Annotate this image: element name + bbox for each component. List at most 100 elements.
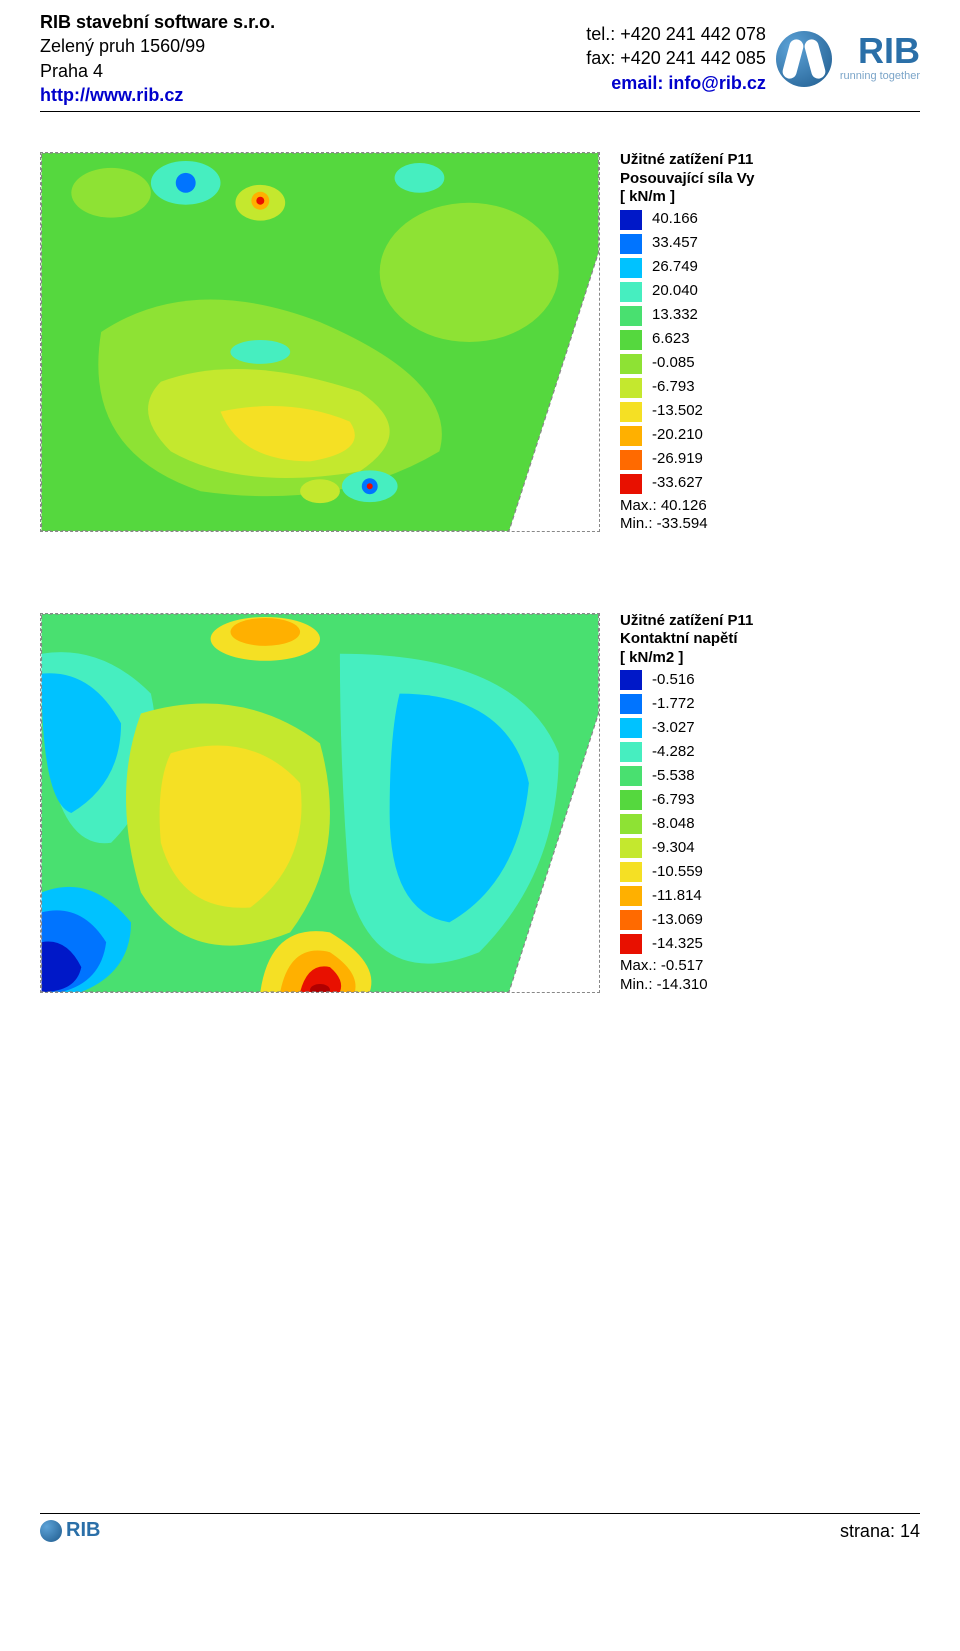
legend-1-value: 20.040	[652, 283, 698, 300]
legend-1-swatch	[620, 402, 642, 422]
legend-2-max: Max.: -0.517	[620, 958, 753, 975]
header-left: RIB stavební software s.r.o. Zelený pruh…	[40, 10, 275, 107]
legend-1-row: -33.627	[620, 474, 755, 494]
legend-2-value: -1.772	[652, 696, 695, 713]
legend-2-value: -8.048	[652, 816, 695, 833]
footer-logo-icon	[40, 1520, 62, 1542]
legend-2-min: Min.: -14.310	[620, 977, 753, 994]
legend-1-swatch	[620, 450, 642, 470]
legend-2-swatch	[620, 934, 642, 954]
page-footer: RIB strana: 14	[40, 1513, 920, 1542]
legend-1-swatch	[620, 234, 642, 254]
legend-1-title-2: Posouvající síla Vy	[620, 171, 755, 188]
legend-1-row: 13.332	[620, 306, 755, 326]
legend-1-swatch	[620, 282, 642, 302]
legend-2-value: -4.282	[652, 744, 695, 761]
plot-2: Užitné zatížení P11 Kontaktní napětí [ k…	[40, 613, 920, 994]
legend-2-swatch	[620, 742, 642, 762]
legend-2-swatch	[620, 862, 642, 882]
legend-2-title-2: Kontaktní napětí	[620, 631, 753, 648]
page-header: RIB stavební software s.r.o. Zelený pruh…	[40, 10, 920, 112]
legend-2-swatch	[620, 886, 642, 906]
legend-1-row: 20.040	[620, 282, 755, 302]
legend-1-row: -13.502	[620, 402, 755, 422]
legend-2-row: -1.772	[620, 694, 753, 714]
logo-text-block: RIB running together	[840, 33, 920, 84]
legend-1-value: 6.623	[652, 331, 690, 348]
legend-1-row: -20.210	[620, 426, 755, 446]
contour-plot-2	[40, 613, 600, 993]
legend-1-value: 40.166	[652, 211, 698, 228]
fax: fax: +420 241 442 085	[586, 46, 766, 70]
footer-logo-text: RIB	[66, 1519, 100, 1542]
legend-1-row: 40.166	[620, 210, 755, 230]
logo: RIB running together	[776, 31, 920, 87]
legend-1-swatch	[620, 378, 642, 398]
legend-2: Užitné zatížení P11 Kontaktní napětí [ k…	[620, 613, 753, 994]
legend-1-swatch	[620, 306, 642, 326]
logo-subtitle: running together	[840, 69, 920, 84]
address-line-1: Zelený pruh 1560/99	[40, 34, 275, 58]
legend-2-row: -8.048	[620, 814, 753, 834]
legend-1-title-1: Užitné zatížení P11	[620, 152, 755, 169]
legend-2-row: -4.282	[620, 742, 753, 762]
legend-2-row: -11.814	[620, 886, 753, 906]
legend-2-swatch	[620, 694, 642, 714]
legend-1-max: Max.: 40.126	[620, 498, 755, 515]
legend-1-min: Min.: -33.594	[620, 516, 755, 533]
legend-1-row: 33.457	[620, 234, 755, 254]
legend-1: Užitné zatížení P11 Posouvající síla Vy …	[620, 152, 755, 533]
legend-2-row: -14.325	[620, 934, 753, 954]
legend-1-swatch	[620, 330, 642, 350]
legend-1-value: -33.627	[652, 475, 703, 492]
legend-2-value: -13.069	[652, 912, 703, 929]
legend-2-row: -3.027	[620, 718, 753, 738]
legend-1-value: -6.793	[652, 379, 695, 396]
legend-2-swatch	[620, 814, 642, 834]
legend-2-swatch	[620, 790, 642, 810]
legend-2-value: -9.304	[652, 840, 695, 857]
legend-1-swatch	[620, 426, 642, 446]
legend-1-value: -13.502	[652, 403, 703, 420]
legend-2-swatch	[620, 838, 642, 858]
legend-1-row: -26.919	[620, 450, 755, 470]
legend-2-value: -3.027	[652, 720, 695, 737]
legend-2-row: -10.559	[620, 862, 753, 882]
company-name: RIB stavební software s.r.o.	[40, 10, 275, 34]
website-url: http://www.rib.cz	[40, 83, 275, 107]
header-right: tel.: +420 241 442 078 fax: +420 241 442…	[586, 10, 920, 107]
legend-1-value: 13.332	[652, 307, 698, 324]
legend-1-value: -20.210	[652, 427, 703, 444]
legend-2-unit: [ kN/m2 ]	[620, 650, 753, 667]
legend-1-row: -0.085	[620, 354, 755, 374]
plot-1: Užitné zatížení P11 Posouvající síla Vy …	[40, 152, 920, 533]
legend-2-row: -0.516	[620, 670, 753, 690]
legend-2-row: -9.304	[620, 838, 753, 858]
phone: tel.: +420 241 442 078	[586, 22, 766, 46]
legend-1-row: 26.749	[620, 258, 755, 278]
legend-2-row: -6.793	[620, 790, 753, 810]
legend-1-row: 6.623	[620, 330, 755, 350]
address-line-2: Praha 4	[40, 59, 275, 83]
contour-plot-1	[40, 152, 600, 532]
legend-1-swatch	[620, 354, 642, 374]
legend-2-row: -5.538	[620, 766, 753, 786]
footer-logo: RIB	[40, 1519, 100, 1542]
email: email: info@rib.cz	[586, 71, 766, 95]
legend-2-title-1: Užitné zatížení P11	[620, 613, 753, 630]
legend-2-swatch	[620, 910, 642, 930]
legend-1-swatch	[620, 474, 642, 494]
legend-2-value: -14.325	[652, 936, 703, 953]
legend-2-value: -6.793	[652, 792, 695, 809]
page-number: strana: 14	[840, 1521, 920, 1542]
legend-1-unit: [ kN/m ]	[620, 189, 755, 206]
legend-1-value: -0.085	[652, 355, 695, 372]
legend-1-row: -6.793	[620, 378, 755, 398]
legend-1-swatch	[620, 210, 642, 230]
legend-1-value: 33.457	[652, 235, 698, 252]
contact-block: tel.: +420 241 442 078 fax: +420 241 442…	[586, 22, 766, 95]
legend-2-swatch	[620, 766, 642, 786]
logo-text: RIB	[840, 33, 920, 69]
legend-2-swatch	[620, 670, 642, 690]
logo-icon	[776, 31, 832, 87]
